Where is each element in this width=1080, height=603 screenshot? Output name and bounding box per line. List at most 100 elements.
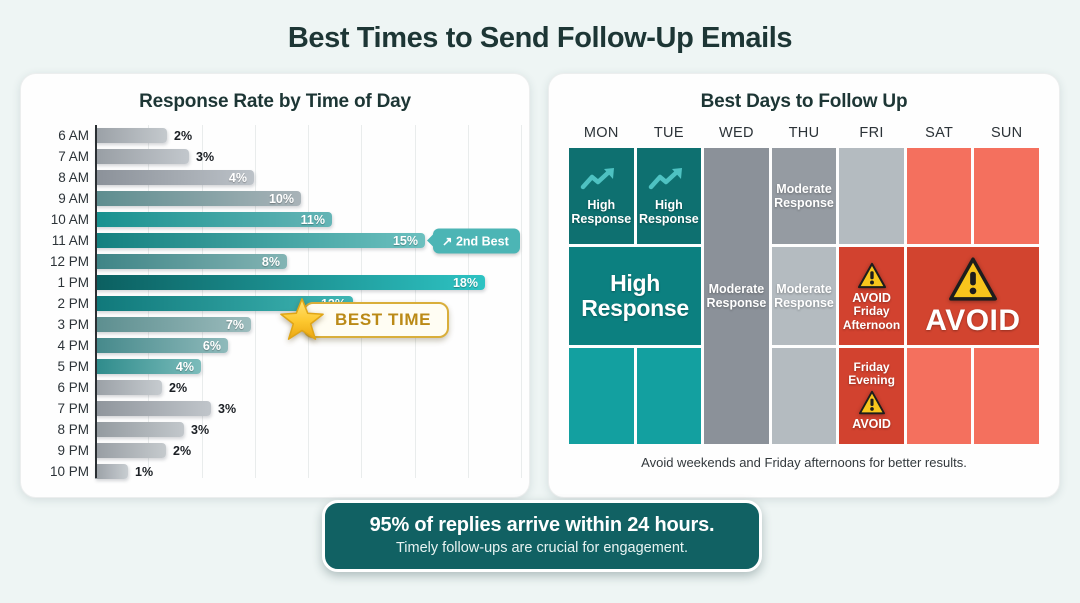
cell-label: AVOID — [925, 303, 1021, 337]
second-best-badge: ↗ 2nd Best — [433, 228, 520, 253]
bar-category-label: 8 PM — [57, 422, 89, 437]
cell-label: AVOID — [852, 290, 891, 305]
bar-category-label: 7 PM — [57, 401, 89, 416]
bar[interactable]: 3% — [95, 149, 214, 164]
bar-value-label: 8% — [261, 254, 280, 269]
chart-axis — [95, 125, 97, 478]
cell-tue-morning[interactable]: High Response — [636, 148, 702, 244]
cell-thu-evening[interactable] — [771, 348, 837, 444]
bar-row: 2 PM 12% — [57, 293, 521, 314]
bar-row: 7 AM 3% — [58, 146, 521, 167]
bar-category-label: 1 PM — [57, 275, 89, 290]
cell-label: Moderate Response — [774, 281, 834, 310]
bar-value-label: 4% — [228, 170, 247, 185]
stat-callout: 95% of replies arrive within 24 hours. T… — [322, 500, 762, 572]
bar-row: 6 AM 2% — [58, 125, 521, 146]
bar-value-label: 12% — [320, 296, 346, 311]
day-header-tue: TUE — [653, 125, 684, 141]
bar-value-label: 2% — [169, 380, 188, 395]
best-days-panel: Best Days to Follow Up MON TUE WED THU FRI SA… — [548, 73, 1060, 498]
cell-label: High Response — [638, 197, 699, 226]
cell-mon-tue-midday[interactable]: High Response — [569, 247, 702, 345]
cell-sat-evening[interactable] — [906, 348, 972, 444]
bar[interactable]: 3% — [95, 422, 209, 437]
cell-weekend-avoid[interactable]: AVOID — [906, 247, 1039, 345]
cell-fri-evening[interactable]: Friday Evening AVOID — [839, 348, 904, 444]
cell-sun-evening[interactable] — [974, 348, 1039, 444]
bar[interactable]: 2% — [95, 128, 192, 143]
bar[interactable]: 7% — [95, 317, 251, 332]
bar[interactable]: 11% — [95, 212, 332, 227]
bar[interactable]: 10% — [95, 191, 301, 206]
bar-category-label: 12 PM — [49, 254, 89, 269]
bar-category-label: 9 AM — [58, 191, 89, 206]
bar-row: 1 PM 18% — [57, 272, 521, 293]
bar-value-label: 11% — [300, 212, 325, 227]
day-header-mon: MON — [583, 125, 619, 141]
cell-mon-morning[interactable]: High Response — [569, 148, 634, 244]
bar[interactable]: 3% — [95, 401, 236, 416]
cell-sublabel: Afternoon — [842, 317, 901, 332]
cell-sat-morning[interactable] — [906, 148, 972, 244]
cell-label: Moderate Response — [706, 281, 767, 310]
left-panel-title: Response Rate by Time of Day — [139, 91, 411, 112]
bar[interactable]: 15% ↗ 2nd Best — [95, 228, 520, 253]
bar-value-label: 3% — [191, 422, 210, 437]
cell-thu-midday[interactable]: Moderate Response — [771, 247, 837, 345]
cell-label: High Response — [581, 269, 689, 321]
bar-list: 6 AM 2% 7 AM 3% 8 AM 4% 9 AM 10% 10 AM 11% 11 AM 15… — [50, 125, 521, 482]
bar-value-label: 3% — [196, 149, 215, 164]
cell-sublabel: Evening — [848, 373, 895, 388]
bar-value-label: 1% — [135, 464, 154, 479]
bar-row: 8 AM 4% — [58, 167, 521, 188]
day-header-fri: FRI — [859, 125, 884, 141]
panels-container: Response Rate by Time of Day 6 AM 2% 7 AM 3… — [0, 53, 1080, 498]
cell-fri-afternoon[interactable]: AVOID Friday Afternoon — [839, 247, 904, 345]
bar-value-label: 7% — [225, 317, 244, 332]
bar-value-label: 15% — [392, 233, 418, 248]
cell-label: Moderate Response — [774, 181, 834, 210]
bar[interactable]: 12% — [95, 296, 353, 311]
bar[interactable]: 1% — [95, 464, 153, 479]
bar[interactable]: 4% — [95, 359, 201, 374]
bar[interactable]: 6% — [95, 338, 228, 353]
cell-label: High Response — [571, 197, 632, 226]
bar-row: 12 PM 8% — [50, 251, 521, 272]
trend-up-icon — [648, 167, 682, 189]
cell-fri-morning[interactable] — [839, 148, 904, 244]
cell-sublabel: Friday — [853, 303, 890, 318]
day-header-wed: WED — [719, 125, 754, 141]
bar-row: 9 PM 2% — [57, 440, 521, 461]
bar-value-label: 3% — [218, 401, 237, 416]
bar-value-label: 2% — [173, 443, 192, 458]
cell-label: AVOID — [852, 417, 891, 432]
bar-row: 3 PM 7% — [57, 314, 521, 335]
cell-sublabel: Friday — [853, 359, 890, 374]
bar-category-label: 10 PM — [49, 464, 89, 479]
bar[interactable]: 2% — [95, 380, 187, 395]
cell-thu-morning[interactable]: Moderate Response — [771, 148, 837, 244]
bar-row: 6 PM 2% — [57, 377, 521, 398]
bar-value-label: 6% — [202, 338, 221, 353]
response-rate-panel: Response Rate by Time of Day 6 AM 2% 7 AM 3… — [20, 73, 530, 498]
cell-mon-evening[interactable] — [569, 348, 634, 444]
bar-category-label: 6 PM — [57, 380, 89, 395]
bar-category-label: 5 PM — [57, 359, 89, 374]
bar[interactable]: 8% — [95, 254, 287, 269]
bar[interactable]: 4% — [95, 170, 254, 185]
bar[interactable]: 2% — [95, 443, 191, 458]
cell-sun-morning[interactable] — [974, 148, 1039, 244]
bar-row: 4 PM 6% — [57, 335, 521, 356]
cell-wed-allday[interactable]: Moderate Response — [704, 148, 769, 444]
day-header-sat: SAT — [925, 125, 954, 141]
warning-icon — [857, 262, 886, 288]
bar[interactable]: 18% — [95, 275, 485, 290]
week-header: MON TUE WED THU FRI SAT SUN — [569, 125, 1039, 141]
bar-category-label: 11 AM — [51, 233, 89, 248]
bar-category-label: 3 PM — [57, 317, 89, 332]
day-header-thu: THU — [788, 125, 820, 141]
bar-row: 11 AM 15% ↗ 2nd Best — [52, 228, 521, 253]
bar-category-label: 8 AM — [58, 170, 89, 185]
cell-tue-evening[interactable] — [636, 348, 702, 444]
bar-chart: 6 AM 2% 7 AM 3% 8 AM 4% 9 AM 10% 10 AM 11% 11 AM 15… — [21, 125, 529, 482]
